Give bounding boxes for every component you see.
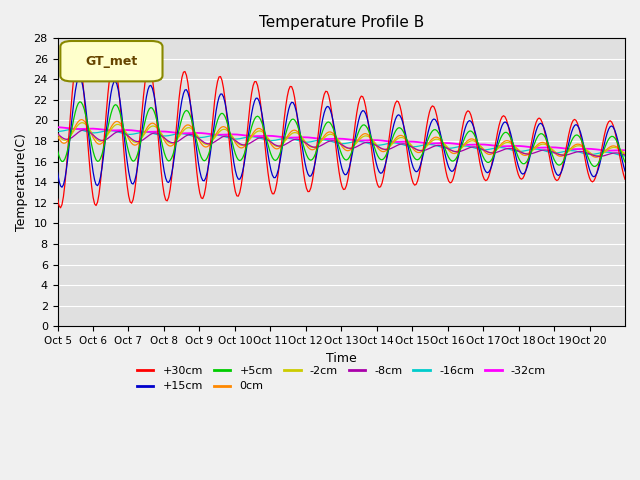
FancyBboxPatch shape xyxy=(60,41,163,82)
Text: GT_met: GT_met xyxy=(85,55,138,68)
X-axis label: Time: Time xyxy=(326,352,356,365)
Legend: +30cm, +15cm, +5cm, 0cm, -2cm, -8cm, -16cm, -32cm: +30cm, +15cm, +5cm, 0cm, -2cm, -8cm, -16… xyxy=(132,361,550,396)
Y-axis label: Temperature(C): Temperature(C) xyxy=(15,133,28,231)
Title: Temperature Profile B: Temperature Profile B xyxy=(259,15,424,30)
